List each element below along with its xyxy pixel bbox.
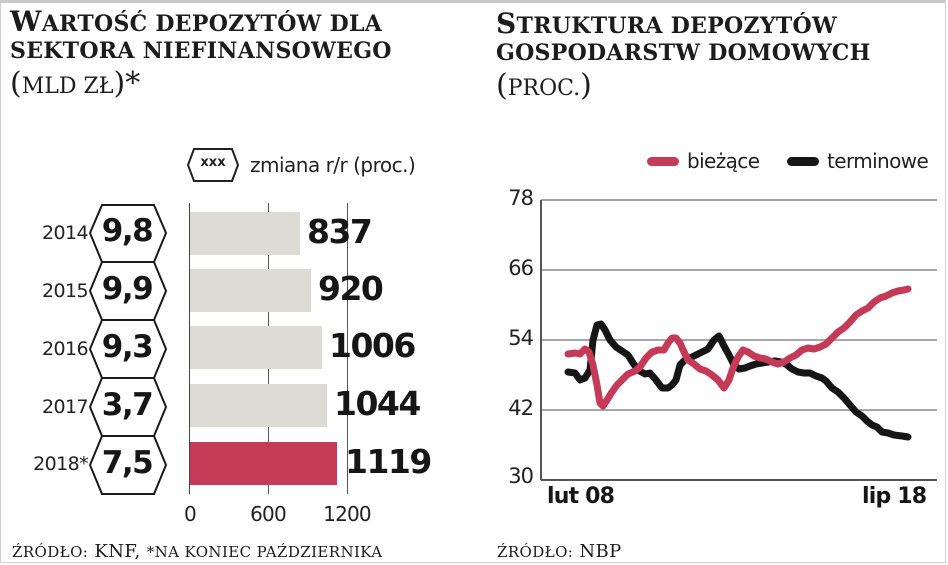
title-line1: truktura depozytów [516,13,838,39]
x-end-label: lip 18 [862,484,927,509]
x-start-label: lut 08 [547,484,615,509]
left-chart-title: Wartość depozytów dla sektora niefinanso… [10,8,392,65]
bar-value-label: 920 [318,269,384,308]
legend-label: bieżące [687,149,760,173]
legend-text: zmiana r/r (proc.) [250,153,416,177]
x-tick: 1200 [323,502,371,526]
left-chart-unit: (mld zł)* [10,66,140,101]
year-label: 2014 [42,222,89,244]
paren-close: )* [113,66,141,101]
paren-open: ( [496,68,508,103]
year-label: 2016 [42,338,89,360]
source-name: NBP [573,541,622,562]
year-label: 2015 [42,280,89,302]
title-line2: sektora niefinansowego [10,38,392,64]
y-tick: 30 [508,464,534,488]
source-name: KNF, [88,541,147,562]
y-tick: 66 [508,256,534,280]
bar-2015 [190,269,311,312]
yoy-change-value: 7,5 [101,445,154,481]
x-tick: 600 [250,502,287,526]
yoy-change-value: 9,8 [101,213,154,249]
right-chart-unit: (proc.) [496,68,592,103]
yoy-change-value: 9,3 [101,329,154,365]
bar-value-label: 837 [307,212,373,251]
left-source: Źródło: KNF, *na koniec października [12,541,383,562]
yoy-change-value: 3,7 [101,387,154,423]
source-note: *na koniec października [146,543,383,561]
title-line1: artość depozytów dla [41,11,383,37]
y-tick: 78 [508,186,534,210]
left-legend: xxx zmiana r/r (proc.) [186,147,416,183]
bar-value-label: 1119 [345,442,432,481]
title-initial: S [496,7,517,40]
bar-2014 [190,212,300,255]
right-source: Źródło: NBP [497,541,622,562]
hexagon-legend-icon: xxx [186,147,240,183]
yoy-change-value: 9,9 [101,271,154,307]
legend-item-terminowe: terminowe [787,149,929,173]
source-prefix: Źródło: [12,543,89,561]
year-label: 2017 [42,396,89,418]
unit-text: proc. [507,76,581,101]
legend-swatch-icon [647,156,679,166]
bar-value-label: 1006 [329,326,416,365]
right-chart-title: Struktura depozytów gospodarstw domowych [496,10,871,67]
bar-axis-zero [189,203,190,494]
x-tick: 0 [184,502,197,526]
year-label: 2018* [33,453,88,475]
source-prefix: Źródło: [497,543,574,561]
legend-swatch-icon [787,156,819,166]
paren-open: ( [10,66,22,101]
bar-gridline-1200 [347,203,348,494]
bar-2017 [190,384,327,427]
title-initial: W [10,5,42,38]
paren-close: ) [580,68,592,103]
legend-item-biezace: bieżące [647,149,760,173]
y-tick: 54 [508,326,534,350]
hex-legend-label: xxx [200,155,226,170]
title-line2: gospodarstw domowych [496,40,871,66]
bar-value-label: 1044 [334,384,421,423]
unit-text: mld zł [21,74,114,99]
y-tick: 42 [508,396,534,420]
bar-2016 [190,326,322,369]
bar-2018 [190,442,337,485]
legend-label: terminowe [827,149,929,173]
